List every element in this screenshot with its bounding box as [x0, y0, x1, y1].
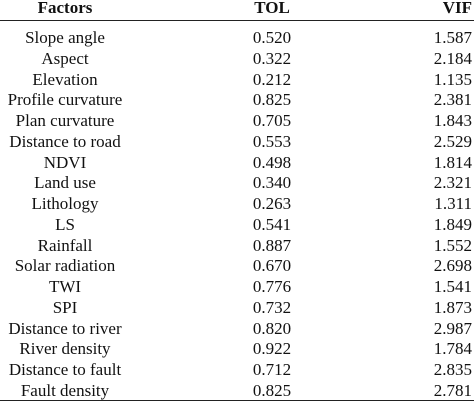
factor-cell: Profile curvature: [7, 90, 123, 110]
tol-cell: 0.776: [252, 277, 292, 297]
factor-cell: NDVI: [43, 152, 87, 172]
tol-cell: 0.340: [252, 173, 292, 193]
vif-cell: 2.835: [433, 360, 472, 380]
vif-cell: 2.381: [433, 90, 472, 110]
column-header: Factors: [37, 0, 93, 17]
vif-cell: 1.873: [433, 297, 472, 317]
vif-cell: 2.321: [433, 173, 472, 193]
vif-cell: 2.987: [433, 318, 472, 338]
tol-cell: 0.712: [252, 360, 292, 380]
factor-cell: Aspect: [41, 48, 89, 68]
vif-cell: 1.849: [433, 214, 472, 234]
tol-cell: 0.553: [252, 131, 292, 151]
factor-cell: Plan curvature: [15, 111, 115, 131]
vif-cell: 2.781: [433, 380, 472, 400]
factor-cell: Rainfall: [37, 235, 93, 255]
header-rule: [0, 20, 474, 21]
vif-cell: 1.587: [433, 28, 472, 47]
factor-cell: River density: [19, 339, 111, 359]
vif-cell: 1.784: [433, 339, 472, 359]
tol-cell: 0.212: [252, 69, 292, 89]
vif-cell: 1.311: [434, 194, 472, 214]
vif-cell: 1.135: [433, 69, 472, 89]
vif-cell: 1.552: [433, 235, 472, 255]
tol-cell: 0.670: [252, 256, 292, 276]
factor-cell: Slope angle: [25, 28, 105, 47]
tol-cell: 0.541: [252, 214, 292, 234]
factor-cell: Distance to fault: [8, 360, 122, 380]
column-header: VIF: [442, 0, 472, 17]
tol-cell: 0.732: [252, 297, 292, 317]
factor-cell: Elevation: [32, 69, 98, 89]
tol-cell: 0.820: [252, 318, 292, 338]
factor-cell: LS: [55, 214, 75, 234]
factor-cell: Distance to river: [8, 318, 122, 338]
tol-cell: 0.887: [252, 235, 292, 255]
factor-cell: Land use: [34, 173, 96, 193]
vif-cell: 1.843: [433, 111, 472, 131]
tol-cell: 0.922: [252, 339, 292, 359]
factor-cell: SPI: [52, 297, 78, 317]
tol-cell: 0.705: [252, 111, 292, 131]
factor-cell: Lithology: [31, 194, 99, 214]
tol-cell: 0.825: [252, 380, 292, 400]
tol-cell: 0.825: [252, 90, 292, 110]
factor-cell: TWI: [48, 277, 82, 297]
factor-cell: Fault density: [20, 380, 110, 400]
factor-cell: Solar radiation: [14, 256, 116, 276]
tol-cell: 0.263: [252, 194, 292, 214]
vif-cell: 1.541: [433, 277, 472, 297]
tol-cell: 0.322: [252, 48, 292, 68]
tol-cell: 0.520: [252, 28, 292, 47]
factor-cell: Distance to road: [9, 131, 121, 151]
column-header: TOL: [254, 0, 290, 17]
vif-cell: 2.184: [433, 48, 472, 68]
vif-cell: 2.698: [433, 256, 472, 276]
vif-cell: 2.529: [433, 131, 472, 151]
tol-cell: 0.498: [252, 152, 292, 172]
bottom-rule: [0, 400, 474, 401]
vif-cell: 1.814: [433, 152, 472, 172]
